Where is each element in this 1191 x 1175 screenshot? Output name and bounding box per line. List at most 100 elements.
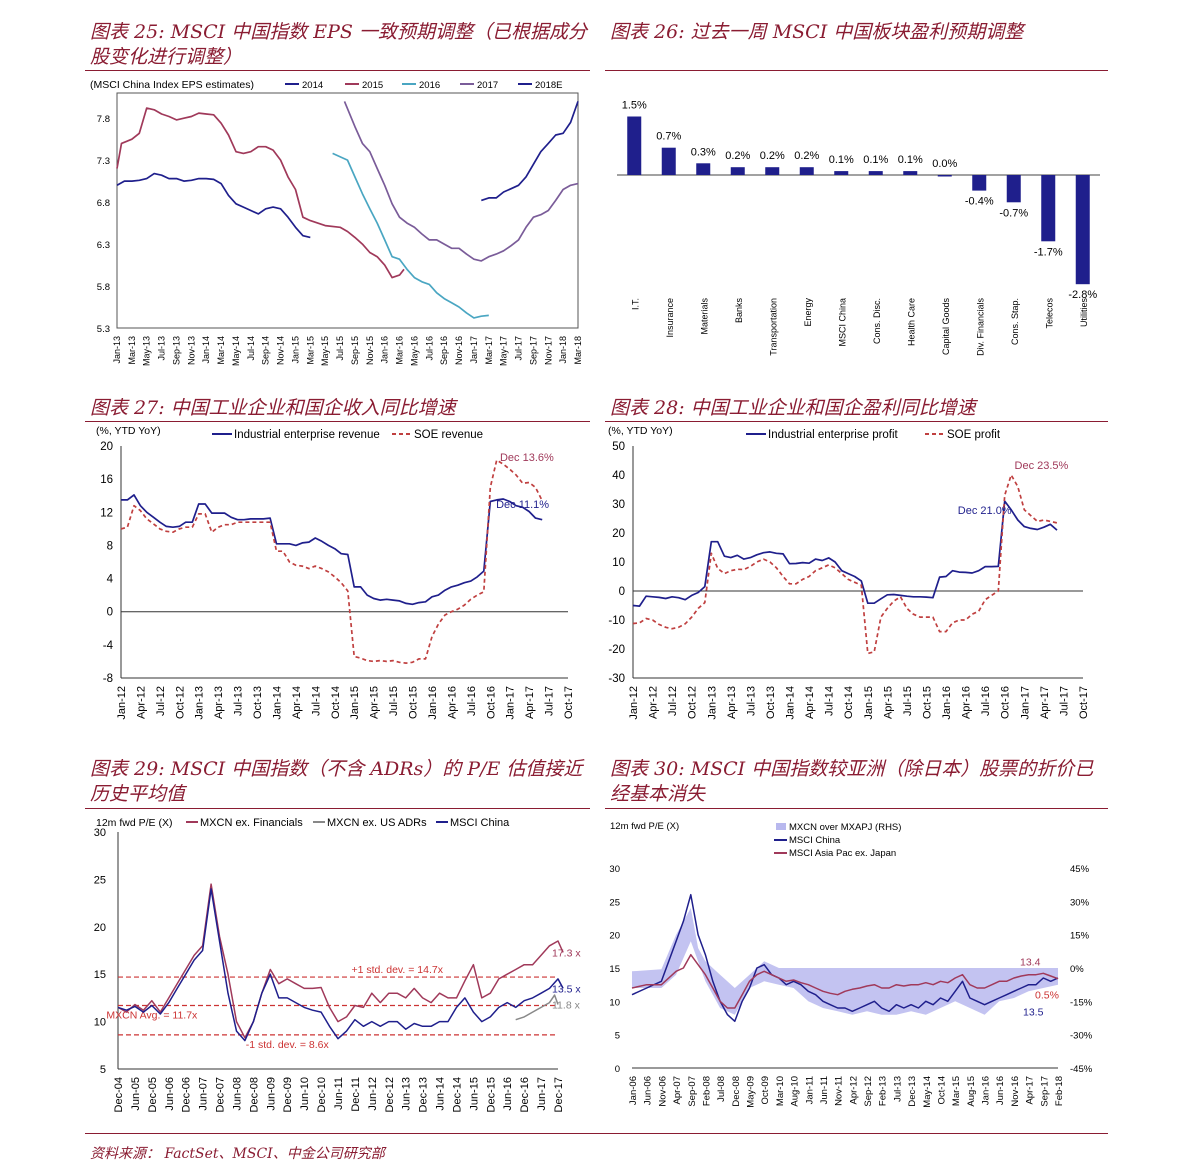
chart4-xtick: Jul-14 <box>824 686 836 716</box>
chart2-value-label: 1.5% <box>622 100 647 112</box>
chart4-annotation: Dec 21.0% <box>958 505 1012 517</box>
rule-mid-right <box>605 421 1108 422</box>
chart1-ytick: 6.3 <box>97 240 110 251</box>
chart1-xtick: Mar-17 <box>484 336 494 365</box>
rule-low-right <box>605 808 1108 809</box>
chart6-xtick: Aug-15 <box>966 1076 977 1107</box>
chart6-end-label: 13.4 <box>1020 956 1041 968</box>
chart1-ytick: 6.8 <box>97 198 110 209</box>
chart2-category-label: Banks <box>734 298 744 324</box>
panel-title-25: 图表 25: MSCI 中国指数 EPS 一致预期调整（已根据成分股变化进行调整… <box>90 21 587 68</box>
chart4-ytick: -20 <box>608 644 625 656</box>
chart3-xtick: Jan-16 <box>427 686 439 720</box>
chart1-legend-label: 2017 <box>477 80 498 91</box>
chart4-ytick: -30 <box>608 673 625 685</box>
chart6-xtick: Apr-17 <box>1025 1076 1036 1105</box>
chart2-category-label: I.T. <box>630 298 640 310</box>
chart6-xtick: Jun-16 <box>995 1076 1006 1105</box>
chart5-series-line <box>117 888 564 1042</box>
chart2-bar <box>765 167 780 175</box>
chart6-series-line <box>631 953 1059 1009</box>
chart1-xtick: Jan-15 <box>290 336 300 364</box>
chart2-bar <box>799 167 814 175</box>
chart2-category-label: Materials <box>699 298 709 335</box>
chart5-series-line <box>117 883 564 1039</box>
chart6-xtick: Feb-18 <box>1054 1076 1065 1106</box>
chart1-xtick: Nov-17 <box>543 336 553 365</box>
chart3-ytick: 0 <box>107 607 113 619</box>
chart3-ytick: 12 <box>100 507 113 519</box>
chart2-bar <box>1006 175 1021 203</box>
chart5-xtick: Dec-07 <box>215 1077 227 1112</box>
chart2-value-label: 0.1% <box>863 154 888 166</box>
chart1-plot-frame <box>116 92 579 329</box>
chart3-xtick: Oct-16 <box>485 686 497 719</box>
chart2-value-label: 0.7% <box>656 131 681 143</box>
chart6-xtick: Jul-08 <box>716 1076 727 1102</box>
chart4-xtick: Jul-12 <box>667 686 679 716</box>
chart6-ytick-right: -30% <box>1070 1031 1093 1042</box>
chart3-xtick: Apr-13 <box>213 686 225 719</box>
chart2-bar <box>1041 175 1056 242</box>
chart5-xtick: Jun-06 <box>164 1077 176 1111</box>
chart4-xtick: Jul-16 <box>980 686 992 716</box>
chart1-xtick: Sep-14 <box>261 336 271 365</box>
chart1-xtick: Nov-14 <box>276 336 286 365</box>
chart5-xtick: Dec-13 <box>418 1077 430 1112</box>
panel-title-29: 图表 29: MSCI 中国指数（不含 ADRs）的 P/E 估值接近历史平均值 <box>90 758 583 805</box>
chart6-xtick: Apr-12 <box>848 1076 859 1105</box>
chart2-bar <box>730 167 745 175</box>
chart5-reference-label: -1 std. dev. = 8.6x <box>246 1039 330 1051</box>
chart6-xtick: Mar-15 <box>951 1076 962 1106</box>
chart2-value-label: -2.8% <box>1068 289 1097 301</box>
chart6-xtick: Aug-10 <box>790 1076 801 1107</box>
chart4-xtick: Oct-17 <box>1078 686 1090 719</box>
chart4-xtick: Jan-13 <box>706 686 718 720</box>
chart1-legend-label: 2018E <box>535 80 562 91</box>
chart6-end-label: 0.5% <box>1035 990 1059 1002</box>
chart6-ytick-right: 15% <box>1070 931 1090 942</box>
chart5-ytick: 15 <box>94 969 106 981</box>
chart6-ytick-left: 5 <box>615 1031 620 1042</box>
chart6-legend-label: MSCI Asia Pac ex. Japan <box>789 848 896 859</box>
chart5-xtick: Jun-05 <box>130 1077 142 1111</box>
chart6-xtick: Jan-06 <box>628 1076 639 1105</box>
chart4-xtick: Oct-12 <box>687 686 699 719</box>
chart4-xtick: Jan-17 <box>1019 686 1031 720</box>
chart4-ytick: 30 <box>612 499 625 511</box>
chart6-xtick: Nov-06 <box>657 1076 668 1107</box>
chart2-value-label: -0.4% <box>965 196 994 208</box>
chart4-xtick: Oct-14 <box>843 686 855 719</box>
chart2-category-label: Capital Goods <box>941 298 951 356</box>
chart1-xtick: Jan-17 <box>469 336 479 364</box>
chart5-xtick: Dec-08 <box>248 1077 260 1112</box>
chart6-ytick-left: 10 <box>609 997 620 1008</box>
chart5-xtick: Jun-07 <box>198 1077 210 1111</box>
chart5-subtitle: 12m fwd P/E (X) <box>96 817 172 829</box>
chart3-xtick: Apr-14 <box>291 686 303 719</box>
chart5-xtick: Dec-05 <box>147 1077 159 1112</box>
chart4-series-line <box>632 500 1058 607</box>
chart2-bar <box>834 171 849 175</box>
chart1-series-line <box>343 101 579 262</box>
rule-mid-left <box>85 421 590 422</box>
chart3-ytick: -8 <box>103 673 113 685</box>
chart2-category-label: Telecos <box>1044 298 1054 329</box>
chart2-value-label: -0.7% <box>999 207 1028 219</box>
chart3-xtick: Oct-13 <box>252 686 264 719</box>
chart3-xtick: Jul-12 <box>155 686 167 716</box>
chart6-xtick: Nov-11 <box>834 1076 845 1106</box>
chart1-xtick: Jul-13 <box>157 336 167 361</box>
chart4-xtick: Jul-15 <box>902 686 914 716</box>
chart3-xtick: Jul-14 <box>310 686 322 716</box>
chart5-ytick: 5 <box>100 1064 106 1076</box>
chart3-ytick: 20 <box>100 441 113 453</box>
chart1-xtick: Nov-16 <box>454 336 464 365</box>
chart1-xtick: Jan-16 <box>380 336 390 364</box>
chart2-bar <box>1075 175 1090 285</box>
chart3-xtick: Apr-16 <box>446 686 458 719</box>
chart6-xtick: Dec-08 <box>731 1076 742 1107</box>
chart1-ytick: 5.8 <box>97 282 110 293</box>
chart4-ytick: 0 <box>619 586 625 598</box>
chart4-legend-label: Industrial enterprise profit <box>768 429 899 441</box>
